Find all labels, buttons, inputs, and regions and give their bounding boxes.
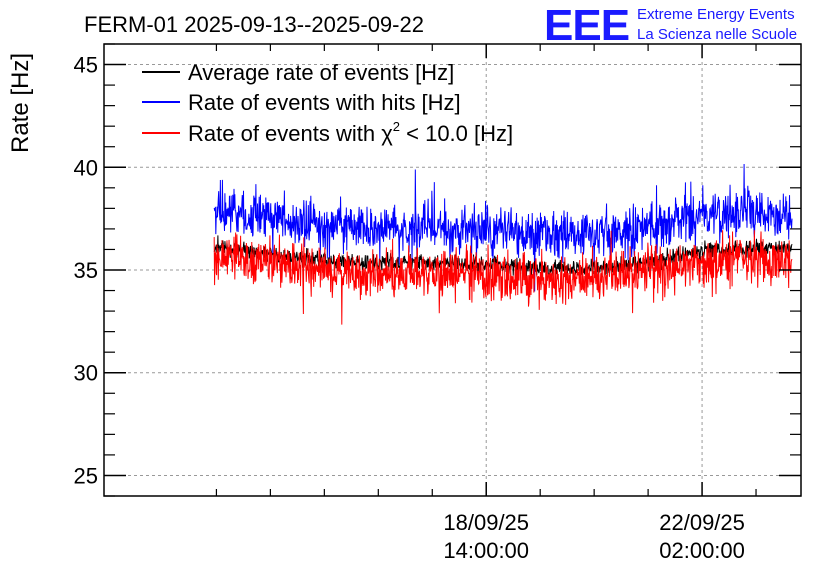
logo-letters: EEE [544, 1, 629, 50]
series-layer [213, 164, 793, 325]
y-tick-label: 25 [74, 463, 98, 488]
y-tick-label: 45 [74, 53, 98, 78]
legend-label-avg: Average rate of events [Hz] [188, 60, 454, 85]
x-tick-time-label: 02:00:00 [659, 538, 745, 563]
legend-chi-exponent: 2 [393, 119, 400, 134]
y-axis-label: Rate [Hz] [7, 53, 34, 153]
legend-chi-prefix: Rate of events with [188, 121, 381, 146]
series-hits-line [213, 164, 793, 292]
logo-line1: Extreme Energy Events [637, 6, 795, 23]
x-tick-date-label: 22/09/25 [659, 510, 745, 535]
x-tick-labels: 18/09/25 14:00:00 22/09/25 02:00:00 [443, 510, 744, 563]
legend-chi-symbol: χ [381, 121, 393, 146]
axis-ticks [104, 43, 801, 497]
series-chi2-line [213, 230, 793, 325]
legend: Average rate of events [Hz] Rate of even… [142, 60, 513, 146]
y-tick-label: 30 [74, 361, 98, 386]
y-tick-labels: 25 30 35 40 45 [74, 53, 98, 489]
eee-logo: EEE Extreme Energy Events La Scienza nel… [544, 1, 797, 50]
x-tick-time-label: 14:00:00 [443, 538, 529, 563]
legend-label-chi: Rate of events with χ2 < 10.0 [Hz] [188, 119, 513, 146]
y-tick-label: 40 [74, 155, 98, 180]
legend-chi-suffix: < 10.0 [Hz] [400, 121, 513, 146]
legend-label-hits: Rate of events with hits [Hz] [188, 90, 461, 115]
chart-title: FERM-01 2025-09-13--2025-09-22 [84, 12, 424, 37]
x-tick-date-label: 18/09/25 [443, 510, 529, 535]
y-tick-label: 35 [74, 258, 98, 283]
logo-line2: La Scienza nelle Scuole [637, 26, 797, 43]
